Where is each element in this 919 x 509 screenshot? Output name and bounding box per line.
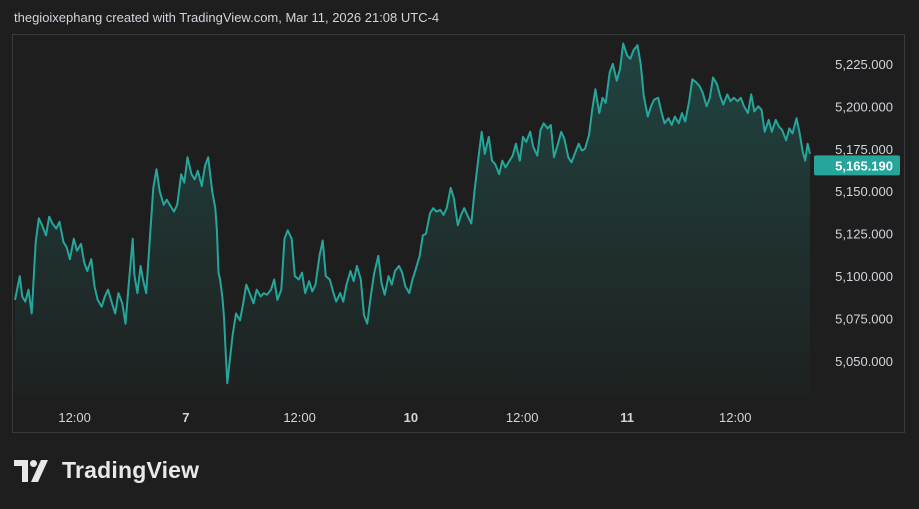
price-area-fill <box>15 43 810 395</box>
tradingview-brand[interactable]: TradingView <box>14 457 199 484</box>
chart-frame: 5,050.000 5,075.000 5,100.000 5,125.000 5,15… <box>12 34 905 433</box>
price-line <box>14 42 811 385</box>
x-tick-label: 12:00 <box>719 410 752 425</box>
y-tick-label: 5,150.000 <box>835 184 893 199</box>
y-tick-label: 5,200.000 <box>835 99 893 114</box>
brand-name: TradingView <box>62 457 200 483</box>
time-axis: 12:00 7 12:00 10 12:00 11 12:00 <box>58 410 751 425</box>
y-tick-label: 5,225.000 <box>835 57 893 72</box>
last-price-label: 5,165.190 <box>835 158 893 173</box>
x-tick-label: 7 <box>182 410 189 425</box>
last-price-badge <box>814 155 900 176</box>
price-axis: 5,050.000 5,075.000 5,100.000 5,125.000 5,15… <box>835 57 893 369</box>
y-tick-label: 5,050.000 <box>835 354 893 369</box>
tradingview-logo-icon <box>14 459 48 482</box>
x-tick-label: 12:00 <box>58 410 91 425</box>
y-tick-label: 5,175.000 <box>835 142 893 157</box>
price-chart[interactable]: 5,050.000 5,075.000 5,100.000 5,125.000 5,15… <box>13 35 906 434</box>
chart-credit: thegioixephang created with TradingView.… <box>14 10 440 25</box>
x-tick-label: 10 <box>404 410 418 425</box>
y-tick-label: 5,075.000 <box>835 312 893 327</box>
y-tick-label: 5,125.000 <box>835 227 893 242</box>
y-tick-label: 5,100.000 <box>835 269 893 284</box>
x-tick-label: 11 <box>620 410 634 425</box>
x-tick-label: 12:00 <box>506 410 539 425</box>
x-tick-label: 12:00 <box>283 410 316 425</box>
